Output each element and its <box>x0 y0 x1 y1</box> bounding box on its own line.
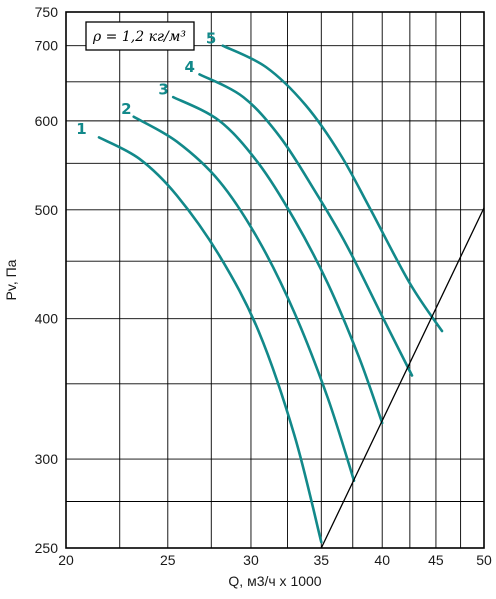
x-tick-label: 30 <box>243 552 259 568</box>
curve-label-3: 3 <box>158 80 168 98</box>
y-tick-labels: 250 300 400 500 600 700 750 <box>35 4 59 556</box>
series-line-4 <box>198 73 414 377</box>
series-line-3 <box>171 95 384 425</box>
y-axis-label: Pv, Па <box>3 259 19 300</box>
y-tick-label: 600 <box>35 113 59 129</box>
plot-frame <box>65 11 485 549</box>
x-tick-label: 50 <box>476 552 492 568</box>
y-tick-label: 250 <box>35 540 59 556</box>
curve-label-4: 4 <box>184 58 194 76</box>
x-tick-label: 35 <box>314 552 330 568</box>
curve-label-layer: 1 2 345 <box>76 30 216 138</box>
y-tick-label: 700 <box>35 38 59 54</box>
x-tick-labels: 20 25 30 35 40 45 50 <box>58 552 492 568</box>
x-tick-label: 20 <box>58 552 74 568</box>
x-tick-label: 25 <box>160 552 176 568</box>
curve-label-1: 1 <box>76 120 86 138</box>
series-line-5 <box>221 44 444 333</box>
x-tick-label: 45 <box>428 552 444 568</box>
curve-label-5: 5 <box>206 30 216 48</box>
y-tick-label: 300 <box>35 451 59 467</box>
x-axis-label: Q, м3/ч х 1000 <box>228 573 321 589</box>
x-tick-label: 40 <box>374 552 390 568</box>
grid-layer <box>65 11 485 549</box>
legend-box <box>85 21 195 51</box>
series-line-1 <box>97 136 323 544</box>
y-tick-label: 400 <box>35 311 59 327</box>
legend-text: ρ = 1,2 кг/м³ <box>92 29 186 45</box>
y-tick-label: 500 <box>35 202 59 218</box>
curve-label-2: 2 <box>121 100 131 118</box>
legend: ρ = 1,2 кг/м³ <box>85 21 195 51</box>
limit-line <box>320 207 485 549</box>
series-line-2 <box>132 115 356 482</box>
y-tick-label: 750 <box>35 4 59 20</box>
series-layer <box>97 44 485 549</box>
